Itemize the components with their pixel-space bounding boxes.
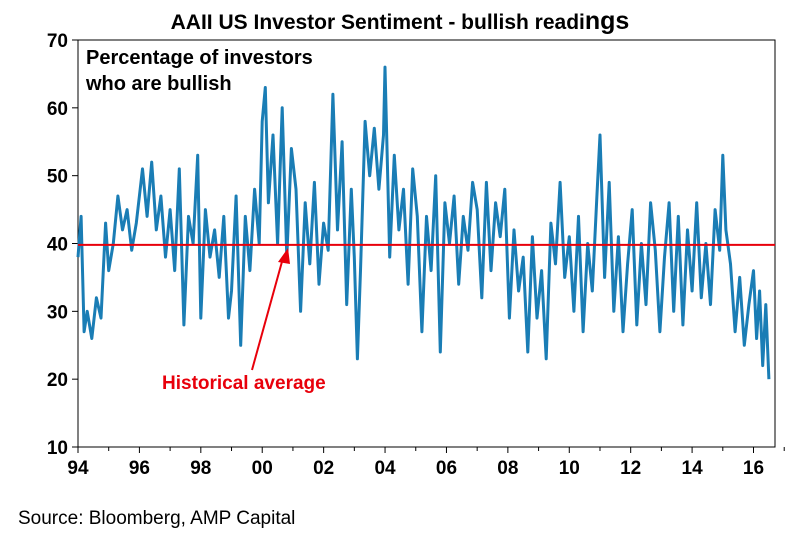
x-tick-label: 14 <box>682 458 704 479</box>
x-tick-label: 96 <box>129 458 150 479</box>
y-tick-label: 40 <box>47 235 68 256</box>
chart-title-tail: ngs <box>584 7 630 35</box>
y-tick-label: 50 <box>47 167 68 188</box>
x-tick-label: 08 <box>497 458 518 479</box>
chart-annotation: Percentage of investors <box>86 47 313 69</box>
source-note: Source: Bloomberg, AMP Capital <box>18 508 296 529</box>
y-tick-label: 10 <box>47 438 68 459</box>
x-tick-label: 06 <box>436 458 457 479</box>
y-tick-label: 30 <box>47 302 68 323</box>
arrow-shaft <box>251 257 284 371</box>
chart-title: AAII US Investor Sentiment - bullish rea… <box>0 7 800 36</box>
y-tick-label: 70 <box>47 31 68 52</box>
x-tick-label: 98 <box>190 458 211 479</box>
x-tick-label: 12 <box>620 458 641 479</box>
bullish-series-line <box>76 65 771 380</box>
x-tick-label: 00 <box>252 458 273 479</box>
y-tick-label: 60 <box>47 99 68 120</box>
x-tick-label: 02 <box>313 458 334 479</box>
chart-annotation: who are bullish <box>85 73 232 95</box>
x-tick-label: 10 <box>559 458 580 479</box>
x-tick-label: 04 <box>374 458 396 479</box>
x-tick-label: 94 <box>67 458 89 479</box>
x-tick-label: 16 <box>743 458 764 479</box>
chart-title-main: AAII US Investor Sentiment - bullish rea… <box>170 11 585 34</box>
historical-average-label: Historical average <box>162 373 326 394</box>
y-tick-label: 20 <box>47 370 68 391</box>
arrow-head-icon <box>278 248 290 264</box>
